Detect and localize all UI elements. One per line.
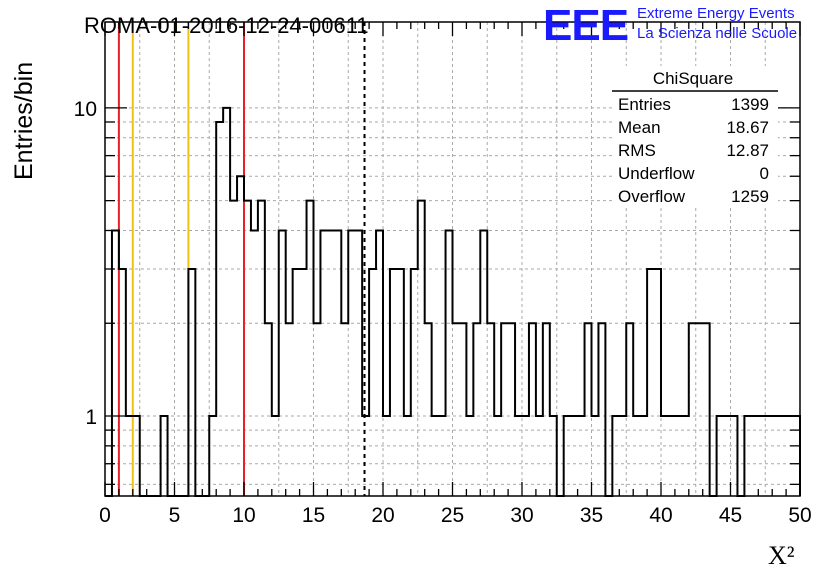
- stats-value: 1399: [731, 95, 769, 114]
- stats-value: 1259: [731, 187, 769, 206]
- x-tick-label: 15: [302, 504, 325, 527]
- stats-label: Overflow: [618, 187, 686, 206]
- stats-box-background: [612, 66, 778, 208]
- x-axis-title: X²: [768, 541, 795, 570]
- x-tick-label: 0: [99, 504, 111, 527]
- y-axis-title: Entries/bin: [10, 62, 38, 180]
- y-tick-label: 1: [85, 406, 97, 429]
- tick-labels: 0 5 10 15 20 25 30 35 40 45 50 1 10: [74, 98, 812, 527]
- eee-logo-mark: EEE: [543, 1, 628, 50]
- x-tick-label: 45: [719, 504, 742, 527]
- x-tick-label: 10: [232, 504, 255, 527]
- y-tick-label: 10: [74, 98, 97, 121]
- stats-label: RMS: [618, 141, 656, 160]
- x-tick-label: 50: [788, 504, 811, 527]
- eee-logo-line1: Extreme Energy Events: [637, 5, 795, 22]
- stats-rows: Entries 1399 Mean 18.67 RMS 12.87 Underflow 0 Ov…: [618, 95, 769, 206]
- stats-value: 18.67: [726, 118, 769, 137]
- stats-label: Mean: [618, 118, 661, 137]
- x-tick-label: 40: [649, 504, 672, 527]
- axis-ticks: [104, 22, 801, 496]
- x-tick-label: 20: [371, 504, 394, 527]
- stats-box: ChiSquare Entries 1399 Mean 18.67 RMS 12.87 Un…: [612, 66, 778, 208]
- histogram-outline: [105, 106, 801, 497]
- stats-label: Underflow: [618, 164, 695, 183]
- stats-title: ChiSquare: [653, 69, 733, 88]
- stats-value: 12.87: [726, 141, 769, 160]
- x-tick-label: 35: [580, 504, 603, 527]
- eee-logo-line2: La Scienza nelle Scuole: [637, 25, 797, 42]
- eee-logo: EEE Extreme Energy Events La Scienza nel…: [543, 1, 797, 50]
- chart-title: ROMA-01-2016-12-24-00611: [84, 13, 369, 38]
- stats-label: Entries: [618, 95, 671, 114]
- stats-value: 0: [760, 164, 769, 183]
- x-tick-label: 30: [510, 504, 533, 527]
- x-tick-label: 5: [169, 504, 181, 527]
- x-tick-label: 25: [441, 504, 464, 527]
